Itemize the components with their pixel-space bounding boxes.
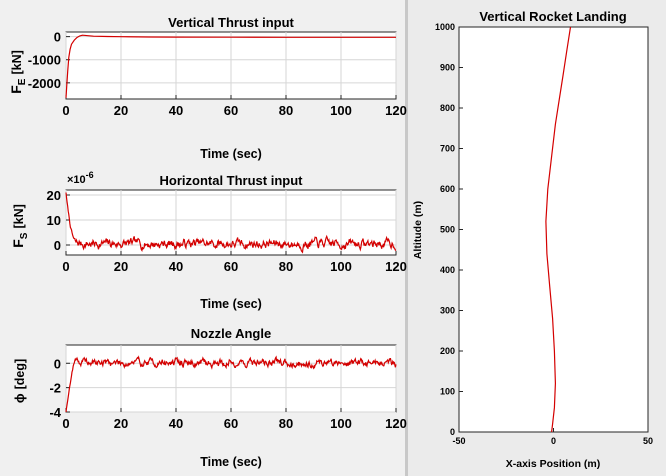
x-tick-label: 60 <box>224 103 238 118</box>
x-axis-label: X-axis Position (m) <box>506 458 601 470</box>
chart-nozzle-angle: Nozzle Angle Time (sec) ϕ [deg] 0 20 40 60 80… <box>12 326 407 469</box>
chart-title: Vertical Thrust input <box>168 15 294 30</box>
series-line <box>545 26 572 433</box>
y-tick-label: -2000 <box>28 76 61 91</box>
svg-text:FE[kN]: FE [kN] <box>8 50 28 94</box>
chart-horizontal-thrust: Horizontal Thrust input ×10-6 Time (sec)… <box>10 170 407 311</box>
x-axis-label: Time (sec) <box>200 297 262 311</box>
exponent-label: ×10-6 <box>67 170 94 186</box>
y-axis-label-unit: [deg] <box>13 359 27 390</box>
chart-vertical-thrust: Vertical Thrust input Time (sec) FE[kN] … <box>8 15 407 161</box>
chart-title: Horizontal Thrust input <box>160 173 304 188</box>
svg-text:FS[kN]: FS [kN] <box>10 204 30 248</box>
x-tick-label: 80 <box>279 259 293 274</box>
x-tick-label: -50 <box>452 436 465 446</box>
y-tick-label: 100 <box>440 387 455 397</box>
y-tick-label: 1000 <box>435 22 455 32</box>
y-tick-label: 0 <box>54 356 61 371</box>
y-tick-label: -4 <box>49 405 61 420</box>
y-tick-label: 10 <box>47 213 61 228</box>
x-tick-label: 20 <box>114 416 128 431</box>
x-tick-label: 0 <box>551 436 556 446</box>
x-tick-label: 60 <box>224 259 238 274</box>
x-tick-label: 20 <box>114 259 128 274</box>
x-tick-label: 40 <box>169 416 183 431</box>
x-tick-label: 60 <box>224 416 238 431</box>
x-axis-label: Time (sec) <box>200 147 262 161</box>
x-tick-label: 100 <box>330 416 352 431</box>
chart-title: Nozzle Angle <box>191 326 271 341</box>
exponent-base: ×10 <box>67 174 86 186</box>
y-tick-label: 800 <box>440 103 455 113</box>
y-axis-label: FE [kN] <box>8 50 28 94</box>
y-axis-label: Altitude (m) <box>412 201 424 259</box>
y-axis-label: FS [kN] <box>10 204 30 248</box>
x-tick-label: 80 <box>279 103 293 118</box>
x-axis-label: Time (sec) <box>200 455 262 469</box>
x-tick-label: 100 <box>330 103 352 118</box>
x-tick-label: 120 <box>385 259 407 274</box>
y-tick-label: 0 <box>54 30 61 45</box>
y-axis-label-subscript: S <box>19 232 30 239</box>
y-tick-label: 400 <box>440 265 455 275</box>
y-axis-label-unit: [kN] <box>12 204 26 228</box>
x-tick-label: 50 <box>643 436 653 446</box>
x-tick-label: 20 <box>114 103 128 118</box>
x-tick-label: 120 <box>385 416 407 431</box>
series-line <box>65 192 397 254</box>
y-axis-label-main: F <box>8 85 24 94</box>
x-tick-label: 40 <box>169 259 183 274</box>
y-tick-label: -2 <box>49 381 61 396</box>
series-line <box>65 355 397 413</box>
y-tick-label: 500 <box>440 225 455 235</box>
y-axis-label-main: F <box>10 239 26 248</box>
y-tick-label: 700 <box>440 144 455 154</box>
y-tick-label: 300 <box>440 306 455 316</box>
plot-area <box>458 26 649 433</box>
series-line <box>65 34 396 98</box>
exponent-power: -6 <box>86 170 94 180</box>
x-tick-label: 100 <box>330 259 352 274</box>
x-tick-label: 0 <box>62 103 69 118</box>
y-axis-label: ϕ [deg] <box>12 359 27 403</box>
x-tick-label: 0 <box>62 259 69 274</box>
y-tick-label: 20 <box>47 188 61 203</box>
y-tick-label: -1000 <box>28 53 61 68</box>
y-tick-label: 0 <box>54 238 61 253</box>
chart-rocket-landing: Vertical Rocket Landing X-axis Position … <box>412 9 653 470</box>
y-tick-label: 0 <box>450 427 455 437</box>
y-tick-label: 600 <box>440 184 455 194</box>
y-tick-label: 900 <box>440 63 455 73</box>
y-axis-label-unit: [kN] <box>10 50 24 74</box>
y-axis-label-subscript: E <box>17 78 28 85</box>
y-axis-label-main: ϕ <box>12 393 27 403</box>
svg-text:ϕ[deg]: ϕ [deg] <box>12 359 27 403</box>
chart-title: Vertical Rocket Landing <box>479 9 626 24</box>
x-tick-label: 120 <box>385 103 407 118</box>
x-tick-label: 80 <box>279 416 293 431</box>
y-tick-label: 200 <box>440 346 455 356</box>
x-tick-label: 40 <box>169 103 183 118</box>
x-tick-label: 0 <box>62 416 69 431</box>
